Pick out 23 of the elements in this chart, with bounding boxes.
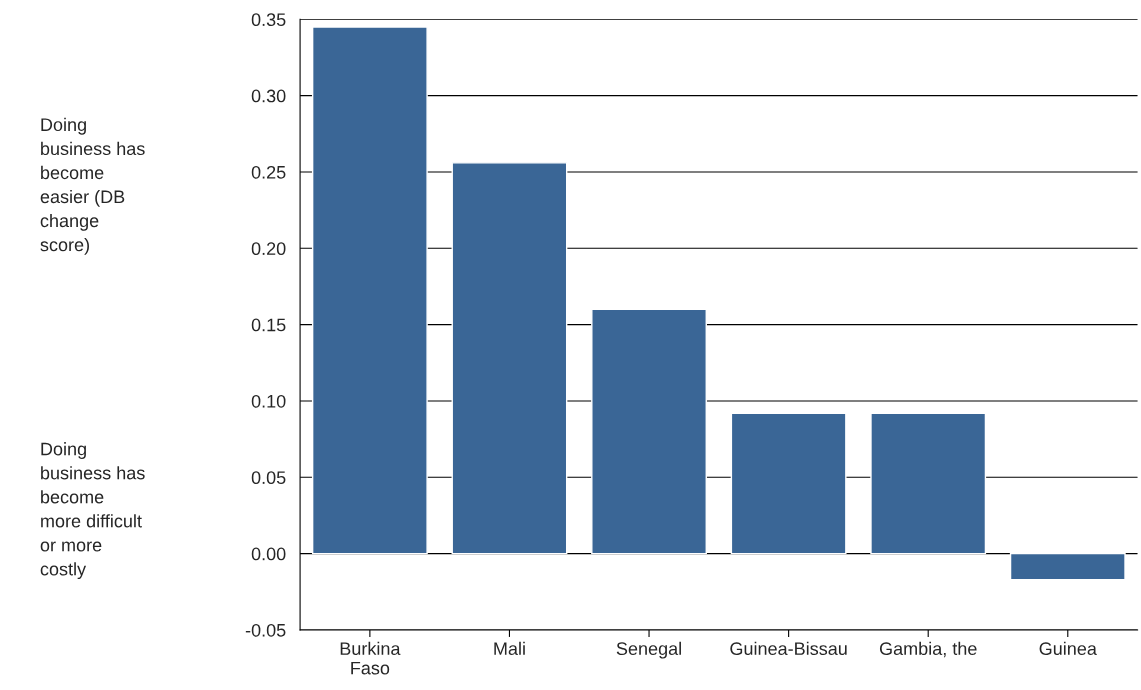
y-tick-label: 0.00	[251, 547, 286, 561]
x-tick-label: Burkina Faso	[340, 641, 401, 675]
bar	[311, 26, 428, 555]
x-tick-label: Guinea	[1039, 641, 1097, 656]
x-tick-label: Senegal	[616, 641, 681, 659]
y-tick-label: 0.20	[251, 242, 286, 256]
x-tick-label: Guinea-Bissau	[730, 641, 847, 656]
y-tick-label: 0.05	[251, 471, 286, 485]
text: Doing business has become more difficult or more costly	[40, 442, 145, 580]
bar	[730, 412, 847, 555]
y-tick-label: 0.25	[251, 165, 286, 179]
y-tick-label: 0.15	[251, 318, 286, 332]
bar	[1009, 552, 1126, 581]
x-tick-label: Gambia, the	[879, 641, 977, 658]
y-tick-label: -0.05	[245, 623, 286, 637]
y-tick-label: 0.10	[251, 394, 286, 408]
bar	[591, 308, 707, 555]
y-tick-label: 0.30	[251, 89, 286, 103]
y-tick-label: 0.35	[251, 13, 286, 27]
bar	[451, 162, 568, 555]
x-tick-label: Mali	[494, 641, 525, 656]
text: Doing business has become easier (DB change score)	[40, 117, 145, 255]
bar	[870, 412, 987, 555]
